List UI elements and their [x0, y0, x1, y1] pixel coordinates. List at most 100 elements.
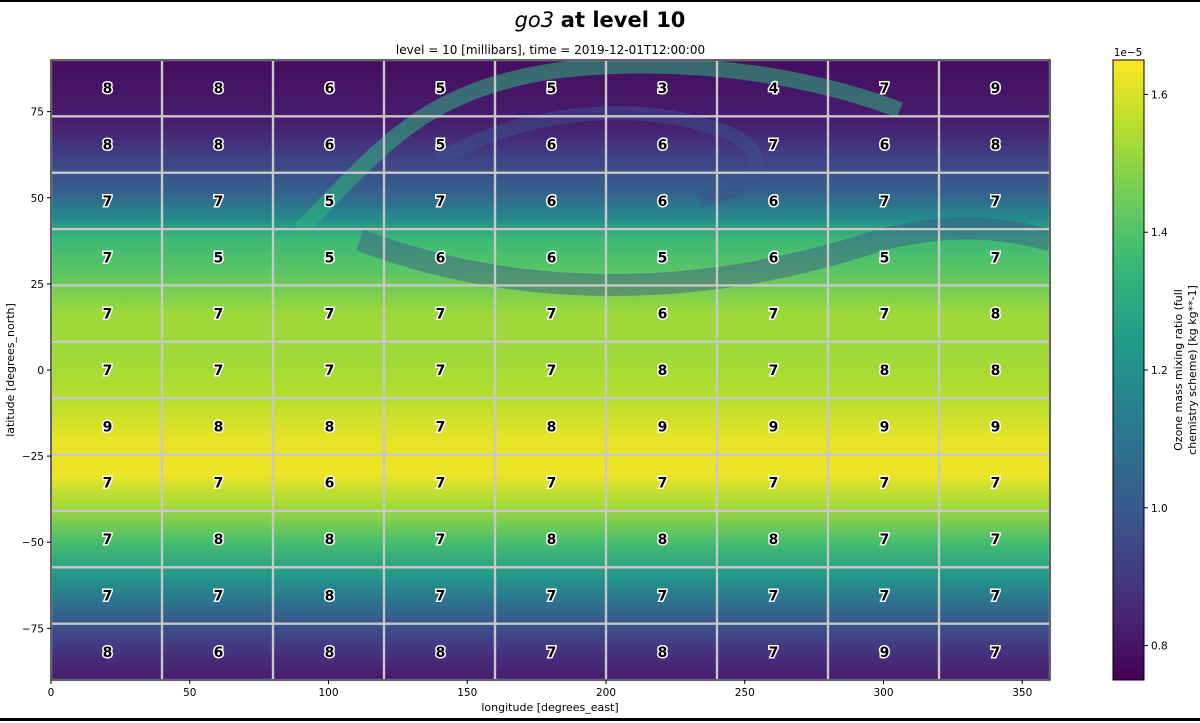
- cell-count-label: 8: [658, 532, 668, 548]
- cell-count-label: 7: [991, 532, 1001, 548]
- cell-count-label: 7: [547, 363, 557, 379]
- x-tick-label: 100: [318, 687, 338, 699]
- colorbar-tick-label: 1.6: [1151, 89, 1168, 101]
- cell-count-label: 7: [214, 307, 224, 323]
- cell-count-label: 7: [991, 645, 1001, 661]
- y-tick-label: 25: [31, 279, 44, 291]
- cell-count-label: 6: [658, 138, 668, 154]
- cell-count-label: 8: [325, 532, 335, 548]
- cell-count-label: 7: [547, 307, 557, 323]
- x-tick-label: 350: [1012, 687, 1032, 699]
- polar-jet-swirl: [294, 60, 903, 236]
- cell-count-label: 5: [547, 81, 557, 97]
- cell-count-label: 7: [880, 307, 890, 323]
- cell-count-label: 7: [214, 588, 224, 604]
- cell-count-label: 3: [658, 81, 668, 97]
- cell-count-label: 5: [436, 138, 446, 154]
- cell-count-label: 9: [880, 645, 890, 661]
- cell-count-label: 7: [436, 476, 446, 492]
- cell-count-label: 8: [214, 532, 224, 548]
- cell-count-label: 7: [769, 476, 779, 492]
- colorbar-label-line-2: chemistry scheme) [kg kg**-1]: [1186, 285, 1199, 455]
- x-tick-label: 0: [48, 687, 55, 699]
- cell-count-label: 7: [547, 476, 557, 492]
- cell-count-label: 5: [658, 250, 668, 266]
- cell-count-label: 7: [436, 363, 446, 379]
- cell-count-label: 8: [658, 645, 668, 661]
- cell-count-label: 8: [547, 419, 557, 435]
- cell-count-label: 7: [991, 250, 1001, 266]
- cell-count-label: 7: [103, 194, 113, 210]
- cell-count-label: 5: [436, 81, 446, 97]
- cell-count-label: 6: [658, 307, 668, 323]
- cell-count-label: 7: [103, 307, 113, 323]
- cell-count-label: 7: [103, 588, 113, 604]
- cell-count-label: 8: [103, 81, 113, 97]
- y-tick-label: −50: [22, 537, 44, 549]
- cell-count-label: 7: [214, 476, 224, 492]
- cell-count-label: 7: [880, 588, 890, 604]
- cell-count-label: 8: [325, 419, 335, 435]
- cell-count-label: 8: [658, 363, 668, 379]
- cell-count-label: 6: [214, 645, 224, 661]
- frame-top-border: [0, 0, 1200, 2]
- cell-count-label: 7: [103, 250, 113, 266]
- cell-count-label: 6: [325, 81, 335, 97]
- cell-count-label: 7: [991, 588, 1001, 604]
- cell-count-label: 7: [991, 194, 1001, 210]
- cell-count-label: 6: [547, 138, 557, 154]
- colorbar-tick-label: 1.4: [1151, 227, 1168, 239]
- ozone-field: [51, 60, 1050, 680]
- cell-count-label: 9: [880, 419, 890, 435]
- title-variable: go3: [514, 8, 555, 32]
- cell-count-label: 5: [325, 194, 335, 210]
- cell-count-label: 6: [658, 194, 668, 210]
- y-tick-label: 50: [31, 193, 44, 205]
- cell-count-label: 7: [436, 194, 446, 210]
- cell-count-label: 8: [214, 138, 224, 154]
- cell-count-label: 8: [325, 588, 335, 604]
- cell-count-label: 6: [547, 250, 557, 266]
- colorbar-ticks: 0.8 1.0 1.2 1.4 1.6: [1144, 89, 1168, 653]
- cell-count-label: 7: [658, 588, 668, 604]
- cell-count-label: 9: [103, 419, 113, 435]
- x-tick-label: 150: [457, 687, 477, 699]
- y-tick-label: −75: [22, 623, 44, 635]
- x-axis-label: longitude [degrees_east]: [481, 701, 618, 714]
- cell-count-label: 8: [214, 419, 224, 435]
- y-tick-label: 75: [31, 107, 44, 119]
- cell-count-label: 7: [103, 476, 113, 492]
- colorbar-tick-label: 0.8: [1151, 641, 1168, 653]
- cell-count-label: 4: [769, 81, 779, 97]
- cell-count-label: 7: [769, 307, 779, 323]
- frame-bottom-border: [0, 718, 1200, 721]
- cell-count-label: 7: [769, 588, 779, 604]
- colorbar-tick-label: 1.0: [1151, 503, 1168, 515]
- x-axis: 0 50 100 150 200 250 300 350: [48, 680, 1032, 699]
- cell-count-label: 7: [547, 588, 557, 604]
- plot-area: 8 8 6 5 5 3 4 7 9 8 8 6 5 6 6 7 6 8 7 7 5 7 6 6 6 7 7 7 5 5 6 6 5 6 5 7 7 7 7 7…: [49, 58, 1052, 682]
- colorbar-tick-label: 1.2: [1151, 365, 1168, 377]
- cell-count-label: 6: [880, 138, 890, 154]
- title-level: at level 10: [560, 8, 686, 32]
- cell-count-label: 8: [436, 645, 446, 661]
- cell-count-label: 7: [103, 532, 113, 548]
- cell-count-label: 7: [547, 645, 557, 661]
- x-tick-label: 50: [183, 687, 196, 699]
- cell-count-label: 8: [214, 81, 224, 97]
- cell-count-label: 8: [991, 363, 1001, 379]
- cell-count-label: 7: [325, 307, 335, 323]
- cell-count-label: 7: [880, 476, 890, 492]
- cell-count-label: 7: [991, 476, 1001, 492]
- cell-count-label: 7: [436, 588, 446, 604]
- x-tick-label: 300: [873, 687, 893, 699]
- cell-count-label: 9: [769, 419, 779, 435]
- cell-count-label: 6: [325, 476, 335, 492]
- chart-title: go3 at level 10: [0, 8, 1200, 32]
- cell-count-label: 8: [103, 645, 113, 661]
- colorbar-label-line-1: Ozone mass mixing ratio (full: [1172, 289, 1185, 451]
- cell-count-label: 5: [214, 250, 224, 266]
- cell-count-label: 7: [436, 419, 446, 435]
- cell-count-label: 7: [880, 532, 890, 548]
- cell-count-label: 8: [325, 645, 335, 661]
